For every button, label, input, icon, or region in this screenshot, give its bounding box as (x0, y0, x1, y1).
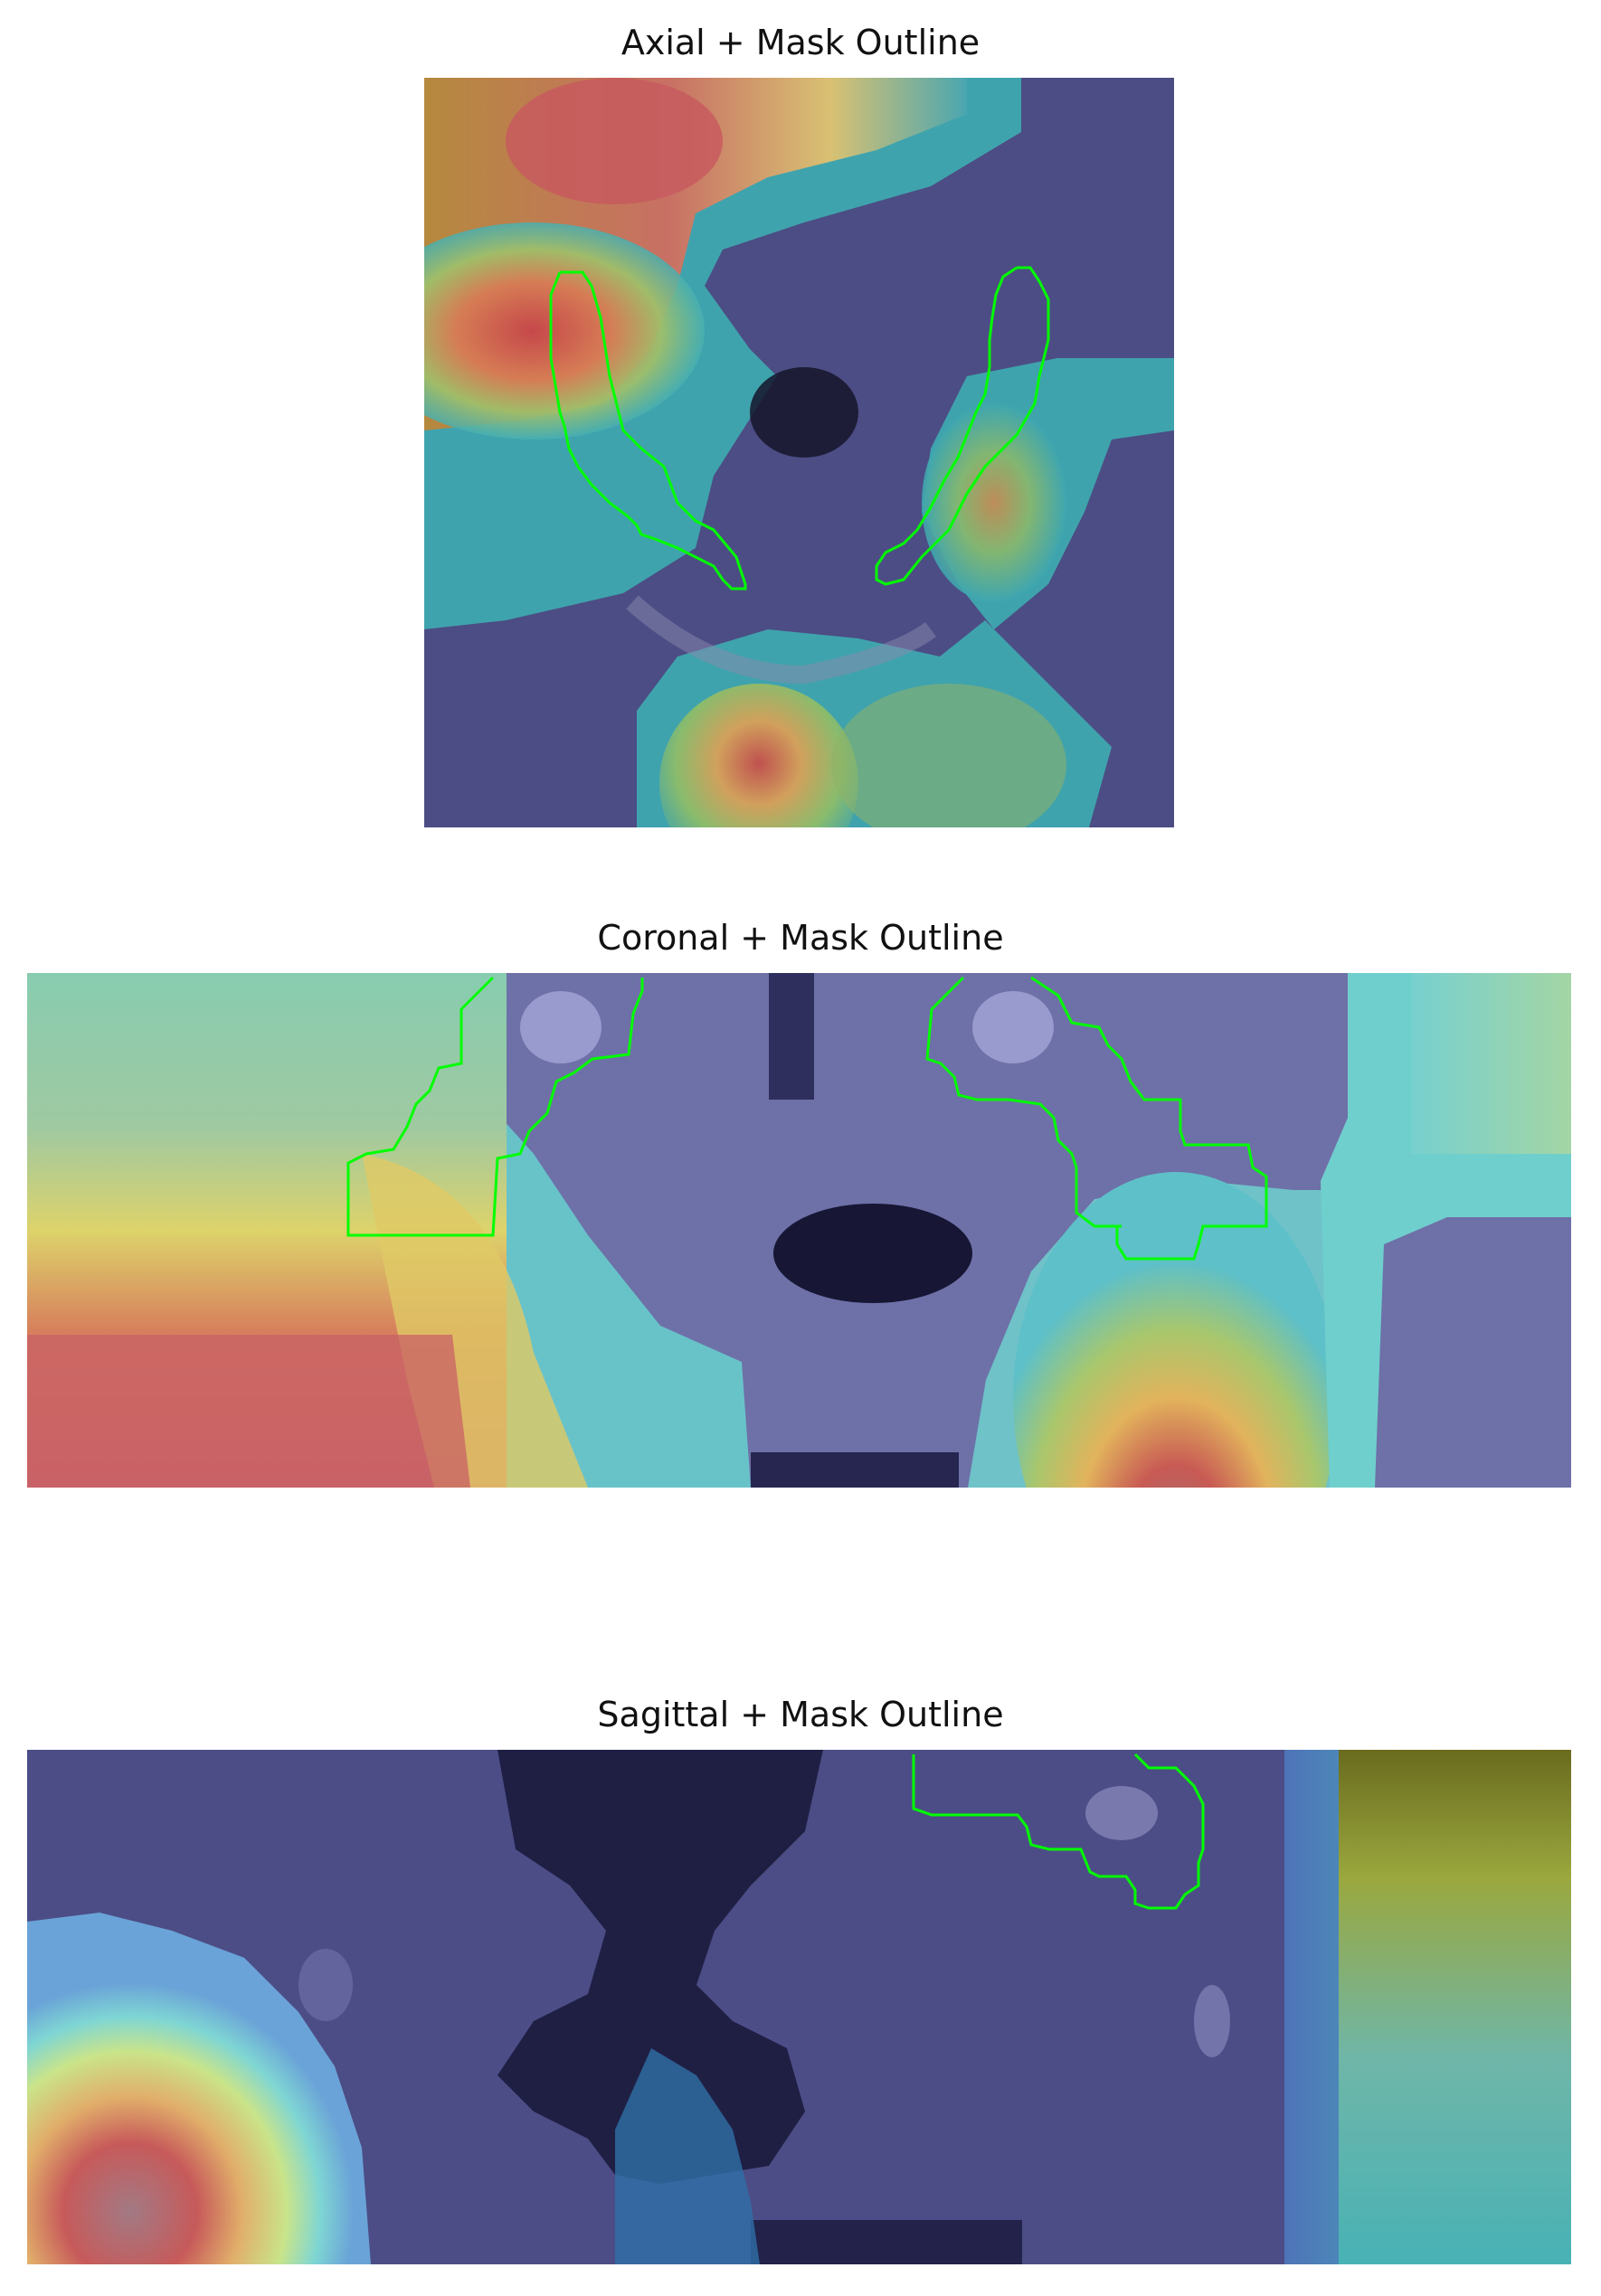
sagittal-title: Sagittal + Mask Outline (597, 1695, 1004, 1734)
coronal-title: Coronal + Mask Outline (597, 918, 1004, 958)
coronal-image (27, 973, 1571, 1488)
sagittal-image (27, 1750, 1571, 2264)
axial-title: Axial + Mask Outline (621, 23, 980, 62)
axial-image (424, 78, 1174, 827)
